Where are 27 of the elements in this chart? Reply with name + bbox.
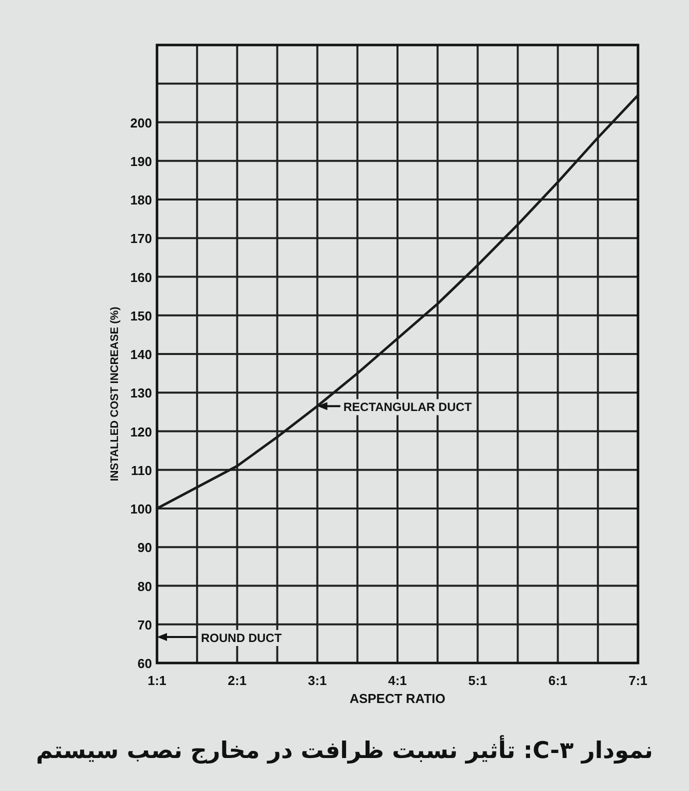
y-tick-label: 70 bbox=[138, 617, 152, 632]
y-tick-label: 60 bbox=[138, 656, 152, 671]
x-tick-label: 6:1 bbox=[548, 673, 568, 688]
x-axis-title: ASPECT RATIO bbox=[350, 691, 446, 706]
y-tick-label: 120 bbox=[130, 424, 152, 440]
annotation: ROUND DUCT bbox=[201, 631, 282, 645]
x-tick-label: 5:1 bbox=[468, 673, 488, 688]
y-tick-label: 100 bbox=[130, 502, 152, 516]
y-tick-label: 200 bbox=[130, 115, 152, 130]
y-tick-label: 110 bbox=[131, 462, 152, 478]
y-tick-label: 90 bbox=[138, 540, 152, 556]
annotation: RECTANGULAR DUCT bbox=[343, 400, 472, 414]
x-tick-label: 2:1 bbox=[228, 673, 247, 688]
y-tick-label: 180 bbox=[130, 192, 152, 208]
y-tick-label: 190 bbox=[130, 154, 152, 169]
x-tick-label: 7:1 bbox=[628, 673, 648, 688]
x-tick-label: 3:1 bbox=[308, 673, 327, 688]
y-tick-label: 140 bbox=[130, 347, 152, 362]
text: نمودار C-۳: تأثیر نسبت ظرافت در مخارج نصب سیستم bbox=[36, 735, 654, 764]
y-tick-label: 80 bbox=[138, 578, 152, 594]
x-tick-label: 4:1 bbox=[388, 673, 407, 688]
x-tick-label: 1:1 bbox=[148, 673, 166, 688]
y-tick-label: 130 bbox=[130, 386, 152, 401]
y-tick-label: 150 bbox=[130, 308, 152, 324]
y-tick-label: 160 bbox=[130, 270, 152, 285]
y-tick-label: 170 bbox=[130, 231, 152, 246]
y-axis-title: INSTALLED COST INCREASE (%) bbox=[109, 306, 121, 482]
